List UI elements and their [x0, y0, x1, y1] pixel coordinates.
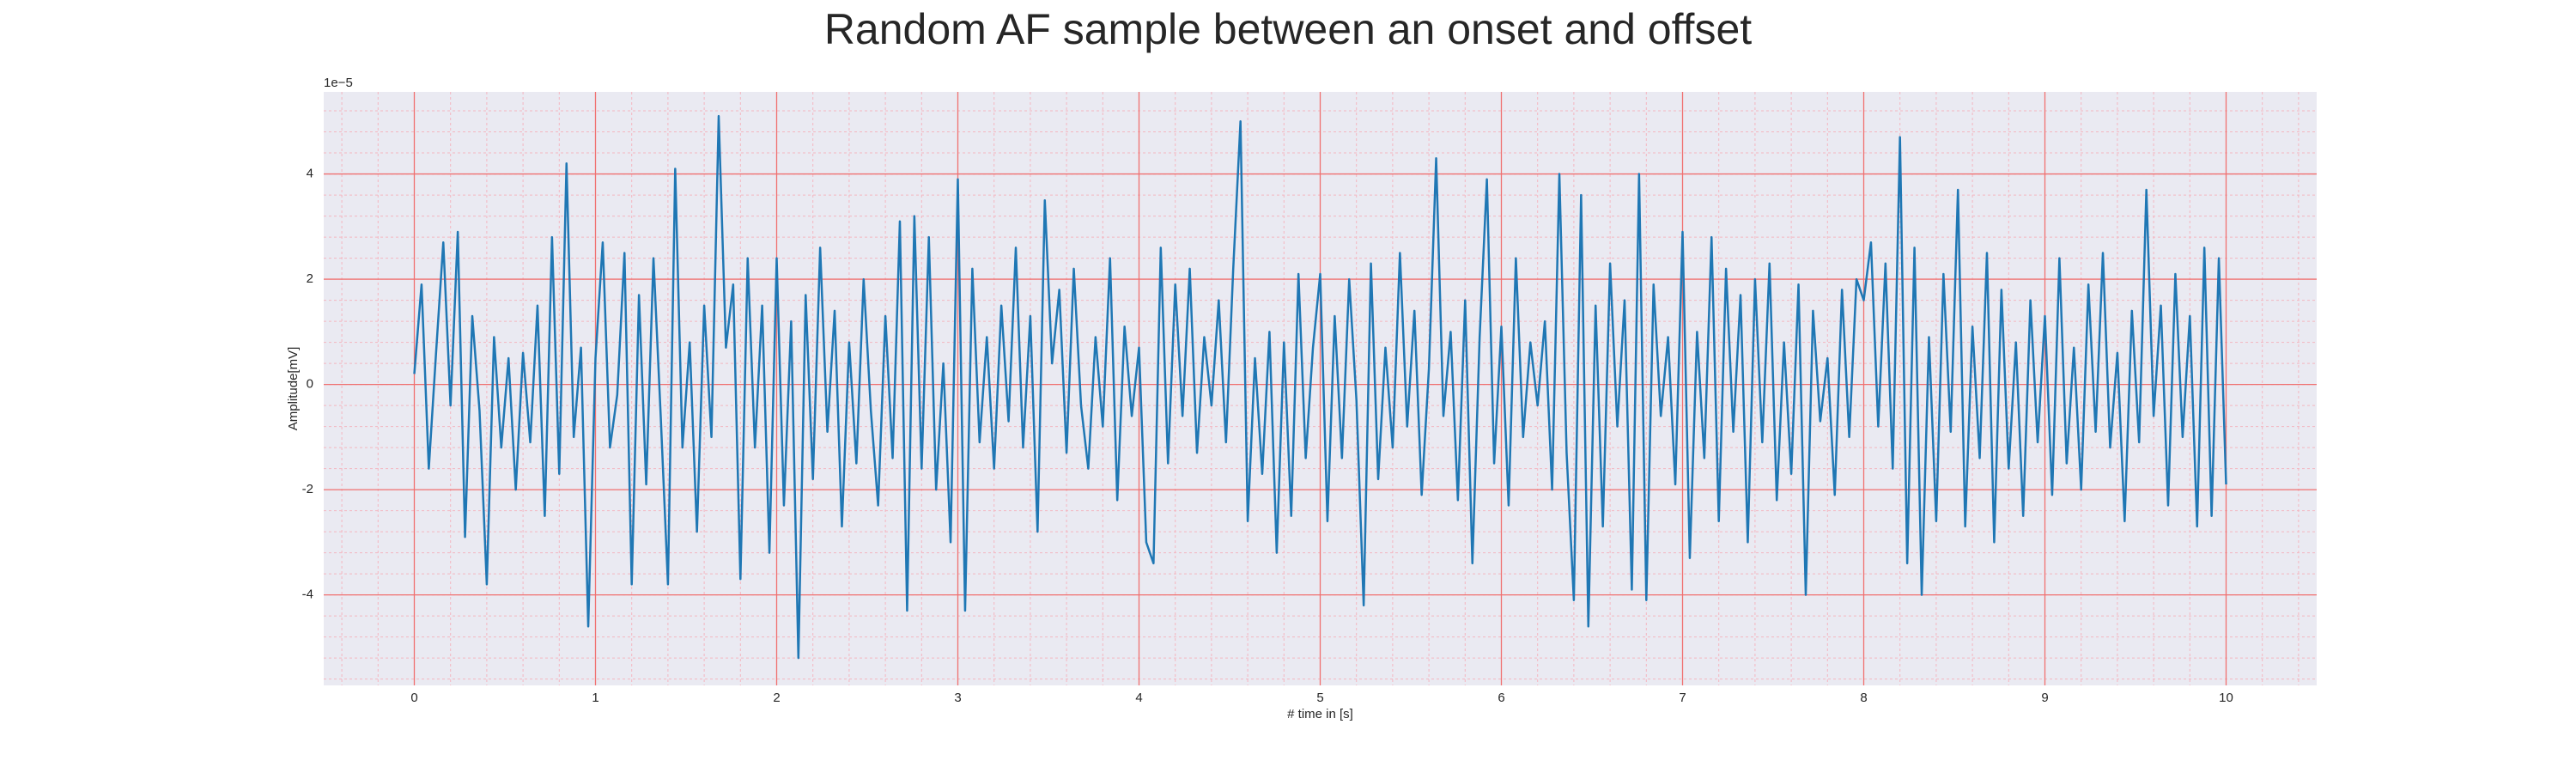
y-tick-label: -4 [302, 587, 313, 602]
signal-line [413, 114, 2227, 660]
x-tick-label: 9 [2041, 691, 2048, 705]
x-tick-label: 3 [954, 691, 961, 705]
y-offset-label: 1e−5 [324, 76, 353, 90]
y-tick-label: 4 [307, 167, 313, 181]
y-tick-label: 0 [307, 377, 313, 392]
x-tick-label: 4 [1135, 691, 1142, 705]
x-axis-label: # time in [s] [1287, 707, 1353, 721]
x-tick-label: 5 [1316, 691, 1323, 705]
x-tick-label: 6 [1498, 691, 1504, 705]
x-tick-label: 10 [2219, 691, 2233, 705]
y-axis-label: Amplitude[mV] [286, 347, 301, 431]
x-tick-label: 2 [773, 691, 780, 705]
y-tick-label: 2 [307, 271, 313, 286]
x-tick-label: 8 [1860, 691, 1867, 705]
x-tick-label: 1 [592, 691, 598, 705]
y-tick-label: -2 [302, 482, 313, 496]
chart-title: Random AF sample between an onset and of… [824, 5, 1752, 53]
x-tick-label: 7 [1679, 691, 1686, 705]
x-tick-label: 0 [410, 691, 417, 705]
